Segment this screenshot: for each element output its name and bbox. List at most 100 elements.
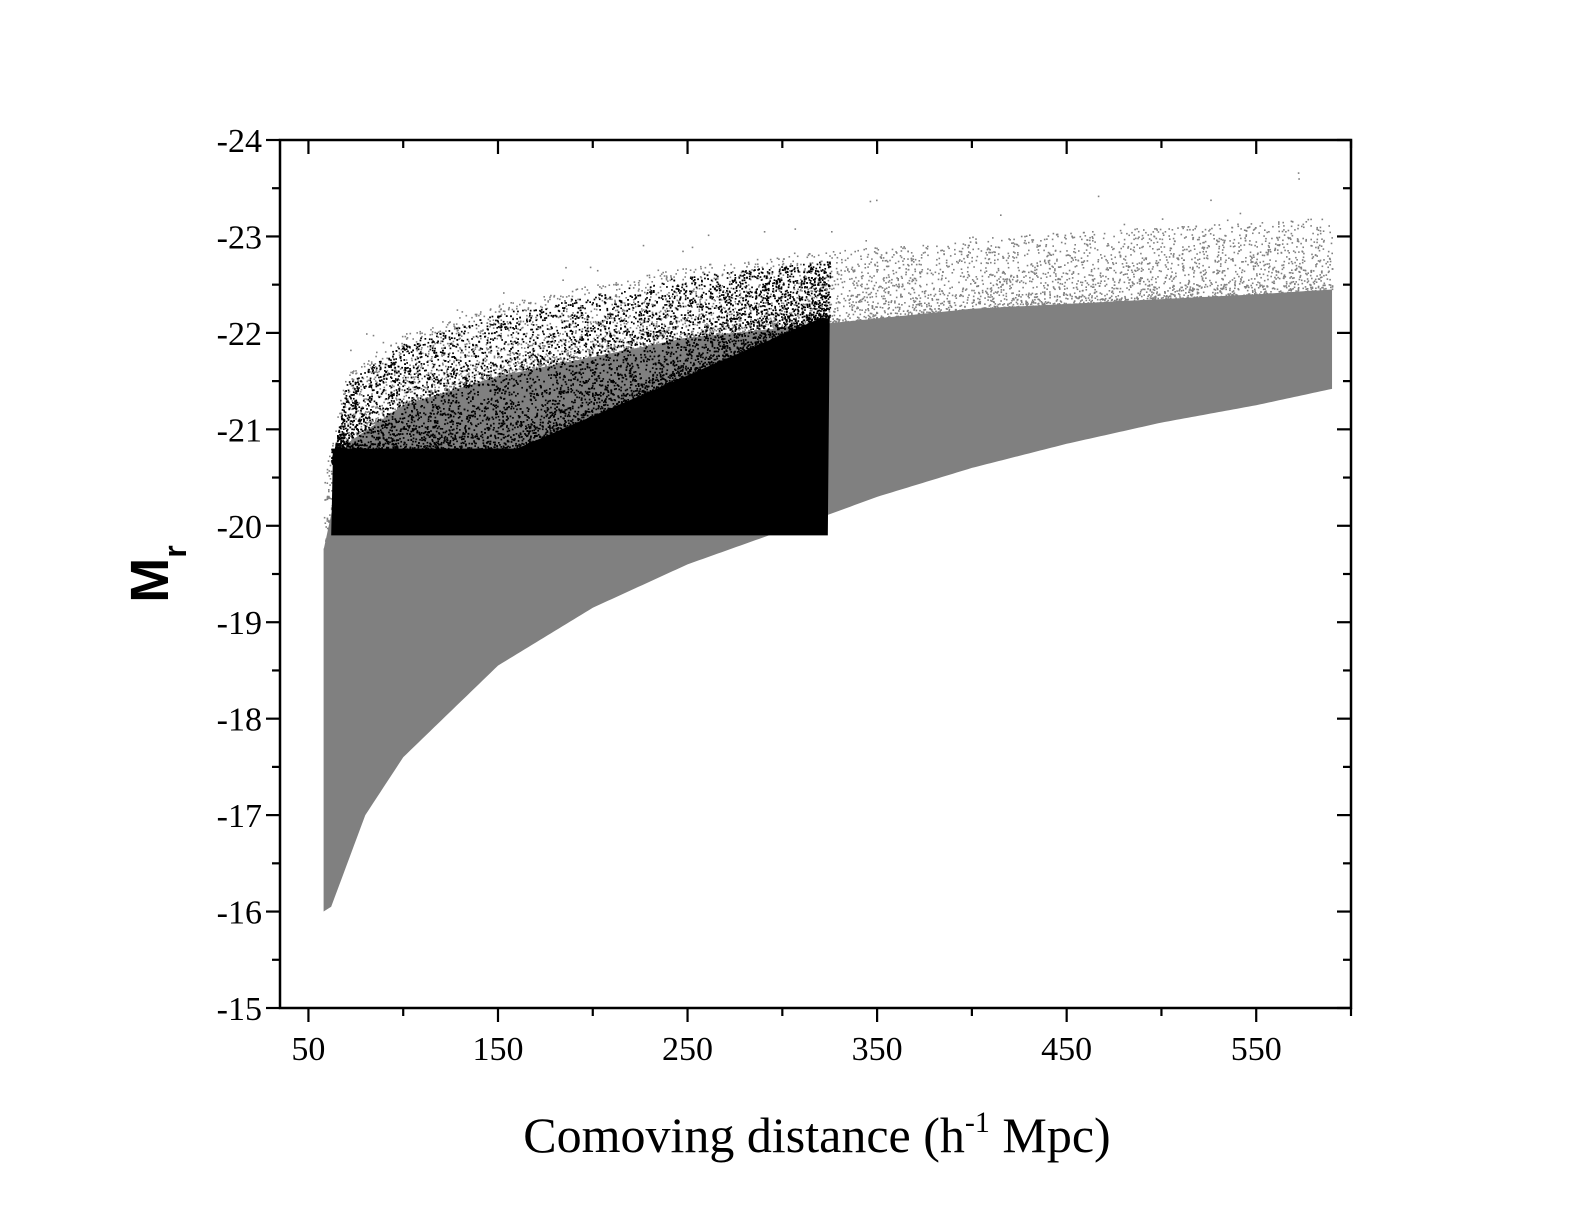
gray-point xyxy=(644,346,647,348)
gray-point xyxy=(848,302,851,304)
gray-point xyxy=(432,344,435,347)
gray-point xyxy=(1154,295,1157,298)
gray-point xyxy=(384,389,387,392)
gray-point xyxy=(972,308,974,310)
gray-point xyxy=(1282,264,1285,266)
gray-point xyxy=(543,339,546,341)
gray-point xyxy=(1271,237,1273,240)
gray-point xyxy=(1314,254,1317,256)
gray-point xyxy=(351,416,354,419)
gray-point xyxy=(587,326,590,329)
gray-point xyxy=(765,329,767,332)
gray-point xyxy=(1192,266,1194,269)
gray-point xyxy=(1002,271,1005,273)
gray-point xyxy=(1325,262,1327,265)
gray-point xyxy=(1313,241,1316,243)
gray-point xyxy=(1158,254,1160,257)
gray-point xyxy=(529,358,532,361)
gray-point xyxy=(1160,251,1163,253)
gray-point xyxy=(768,273,771,276)
gray-point xyxy=(658,311,661,314)
gray-point xyxy=(515,370,517,372)
gray-point xyxy=(692,330,694,333)
gray-point xyxy=(1191,258,1193,261)
gray-point xyxy=(527,308,529,311)
gray-point xyxy=(853,269,856,271)
gray-point xyxy=(756,312,758,314)
gray-point xyxy=(911,280,913,283)
gray-point xyxy=(1056,233,1059,236)
gray-point xyxy=(725,325,727,328)
gray-point xyxy=(437,369,440,372)
gray-point xyxy=(938,262,941,265)
gray-point xyxy=(398,379,401,381)
gray-point xyxy=(1254,262,1257,264)
gray-point xyxy=(550,294,552,297)
gray-point xyxy=(1025,300,1027,302)
gray-point xyxy=(393,385,395,388)
gray-point xyxy=(793,288,796,291)
gray-point xyxy=(749,308,751,310)
gray-point xyxy=(510,372,512,375)
gray-point xyxy=(767,303,769,306)
gray-point xyxy=(690,315,692,317)
gray-point xyxy=(360,394,363,396)
gray-point xyxy=(961,309,964,311)
gray-point xyxy=(1311,253,1313,256)
gray-point xyxy=(989,296,991,298)
gray-point xyxy=(954,295,957,298)
gray-point xyxy=(385,363,388,366)
gray-point xyxy=(1202,264,1204,267)
gray-point xyxy=(1109,301,1112,304)
gray-point xyxy=(444,389,446,391)
gray-point xyxy=(366,411,369,413)
gray-point xyxy=(1188,245,1190,248)
gray-point xyxy=(709,331,712,333)
gray-point xyxy=(912,304,914,306)
gray-point xyxy=(1194,297,1196,299)
gray-point xyxy=(1056,258,1058,261)
gray-point xyxy=(1030,270,1033,273)
gray-point xyxy=(359,392,361,395)
gray-point xyxy=(1189,286,1192,288)
gray-point xyxy=(943,250,945,252)
gray-point xyxy=(1044,262,1047,265)
gray-point xyxy=(1031,301,1033,303)
gray-point xyxy=(1016,306,1019,308)
gray-point xyxy=(720,286,722,289)
gray-point xyxy=(824,284,827,287)
gray-point xyxy=(1083,231,1085,234)
gray-point xyxy=(866,296,868,299)
gray-point xyxy=(767,310,769,313)
gray-point xyxy=(920,254,923,256)
gray-point xyxy=(733,267,736,269)
gray-point xyxy=(1283,234,1286,236)
gray-point xyxy=(335,430,337,432)
gray-point xyxy=(1235,293,1237,296)
gray-point xyxy=(374,380,377,382)
gray-point xyxy=(647,315,650,318)
gray-point xyxy=(496,337,498,340)
gray-point xyxy=(1106,301,1108,303)
gray-point xyxy=(1083,252,1086,254)
gray-point xyxy=(1164,231,1167,233)
gray-point xyxy=(1150,278,1153,281)
gray-point xyxy=(859,299,862,301)
gray-point xyxy=(849,278,851,280)
gray-point xyxy=(1133,283,1135,285)
gray-point xyxy=(465,314,468,317)
gray-point xyxy=(994,303,997,305)
gray-point xyxy=(1278,277,1281,280)
gray-point xyxy=(1143,259,1145,261)
gray-point xyxy=(434,342,436,345)
gray-point xyxy=(374,376,377,379)
gray-point xyxy=(1147,288,1149,290)
gray-point xyxy=(448,352,451,354)
gray-point xyxy=(691,330,693,333)
gray-point xyxy=(1062,293,1065,296)
gray-point xyxy=(571,295,574,298)
gray-point xyxy=(1110,258,1113,260)
gray-point xyxy=(1215,281,1217,284)
gray-point xyxy=(340,403,343,405)
gray-point xyxy=(644,343,646,345)
